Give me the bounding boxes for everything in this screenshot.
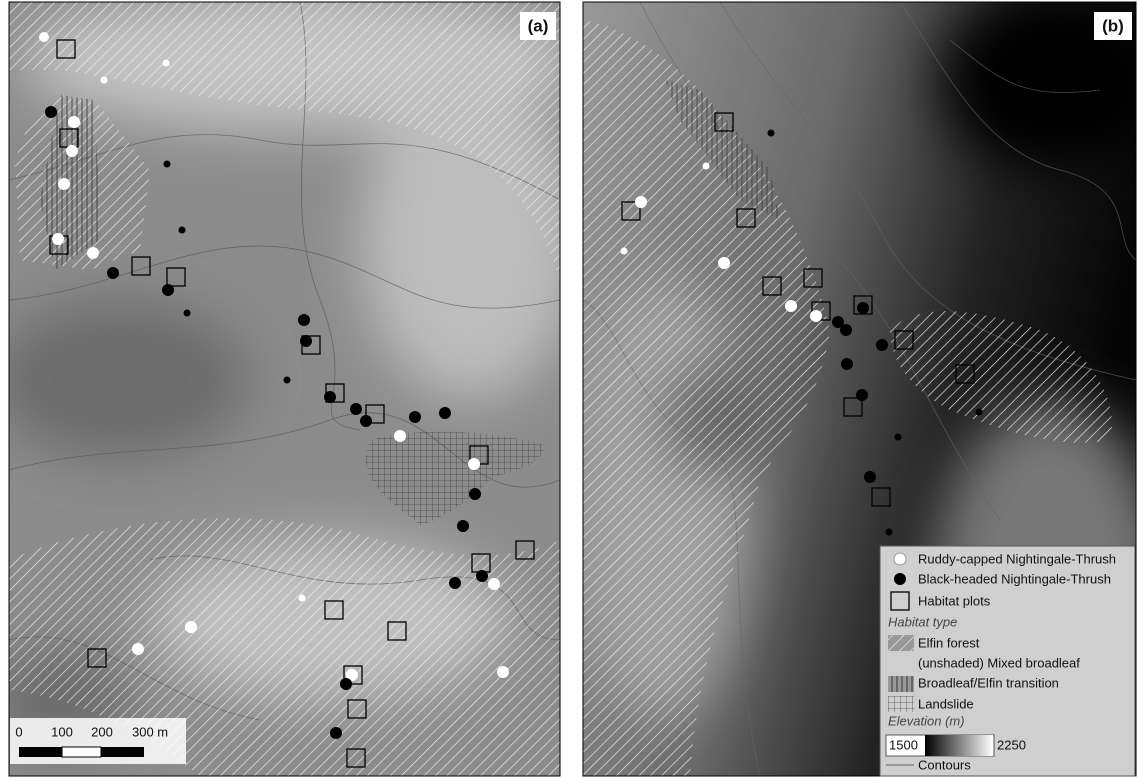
ruddy-capped-point bbox=[163, 60, 170, 67]
panel-label: (b) bbox=[1102, 16, 1124, 35]
black-headed-point bbox=[841, 358, 853, 370]
black-headed-point bbox=[864, 471, 876, 483]
black-headed-point bbox=[298, 314, 310, 326]
legend-entry: Black-headed Nightingale-Thrush bbox=[918, 571, 1111, 586]
ruddy-capped-point bbox=[785, 300, 797, 312]
legend-entry: Contours bbox=[918, 757, 971, 772]
black-headed-point bbox=[457, 520, 469, 532]
ruddy-capped-point bbox=[299, 595, 306, 602]
legend-heading: Habitat type bbox=[888, 614, 957, 629]
black-headed-point bbox=[768, 130, 775, 137]
black-headed-point bbox=[976, 409, 983, 416]
page: {"panels": [{"label": "(a)"}, {"label": … bbox=[0, 0, 1138, 778]
black-headed-point bbox=[107, 267, 119, 279]
ruddy-capped-point bbox=[52, 233, 64, 245]
ruddy-capped-point bbox=[703, 163, 710, 170]
legend-heading: Elevation (m) bbox=[888, 713, 965, 728]
colorbar-max: 2250 bbox=[997, 737, 1026, 752]
black-headed-point bbox=[840, 324, 852, 336]
black-headed-point bbox=[162, 284, 174, 296]
ruddy-capped-point bbox=[66, 145, 78, 157]
ruddy-capped-point bbox=[394, 430, 406, 442]
ruddy-capped-point bbox=[810, 310, 822, 322]
ruddy-capped-point bbox=[132, 643, 144, 655]
black-headed-point bbox=[45, 106, 57, 118]
scale-label: 100 bbox=[51, 724, 73, 739]
ruddy-capped-point bbox=[468, 458, 480, 470]
ruddy-capped-point bbox=[718, 257, 730, 269]
ruddy-capped-point bbox=[488, 578, 500, 590]
black-headed-point bbox=[330, 727, 342, 739]
ruddy-capped-point bbox=[101, 77, 108, 84]
legend-entry: Habitat plots bbox=[918, 593, 991, 608]
colorbar-min: 1500 bbox=[889, 737, 918, 752]
legend: Ruddy-capped Nightingale-Thrush Black-he… bbox=[880, 546, 1135, 776]
black-headed-point bbox=[856, 389, 868, 401]
panel-a-map bbox=[0, 0, 580, 776]
scale-label: 200 bbox=[91, 724, 113, 739]
black-headed-point bbox=[876, 339, 888, 351]
scale-label: 0 bbox=[15, 724, 22, 739]
black-headed-point bbox=[857, 302, 869, 314]
ruddy-capped-point bbox=[635, 196, 647, 208]
ruddy-capped-point bbox=[185, 621, 197, 633]
black-headed-point bbox=[340, 678, 352, 690]
legend-entry: Elfin forest bbox=[918, 635, 980, 650]
black-headed-point bbox=[164, 161, 171, 168]
black-headed-point bbox=[409, 411, 421, 423]
figure: (a) (b) 0 100 200 300 m Ruddy-capped Nig… bbox=[0, 0, 1138, 778]
ruddy-capped-point bbox=[58, 178, 70, 190]
legend-entry: Broadleaf/Elfin transition bbox=[918, 675, 1059, 690]
ruddy-capped-point bbox=[87, 247, 99, 259]
black-headed-point bbox=[360, 415, 372, 427]
black-headed-point bbox=[476, 570, 488, 582]
black-headed-point bbox=[439, 407, 451, 419]
ruddy-capped-point bbox=[621, 248, 628, 255]
legend-entry: Ruddy-capped Nightingale-Thrush bbox=[918, 551, 1116, 566]
black-headed-point bbox=[179, 227, 186, 234]
scale-bar: 0 100 200 300 m bbox=[10, 718, 186, 764]
legend-entry: Landslide bbox=[918, 696, 974, 711]
black-headed-point bbox=[895, 434, 902, 441]
ruddy-capped-point bbox=[497, 666, 509, 678]
panel-label: (a) bbox=[528, 16, 549, 35]
black-headed-point bbox=[300, 335, 312, 347]
black-headed-point bbox=[184, 310, 191, 317]
black-headed-point bbox=[284, 377, 291, 384]
ruddy-capped-point bbox=[68, 116, 80, 128]
legend-entry: (unshaded) Mixed broadleaf bbox=[918, 655, 1080, 670]
black-headed-point bbox=[324, 391, 336, 403]
black-headed-point bbox=[469, 488, 481, 500]
scale-label: 300 m bbox=[132, 724, 168, 739]
black-headed-point bbox=[886, 529, 893, 536]
black-headed-point bbox=[449, 577, 461, 589]
black-headed-point bbox=[350, 403, 362, 415]
ruddy-capped-point bbox=[39, 32, 49, 42]
